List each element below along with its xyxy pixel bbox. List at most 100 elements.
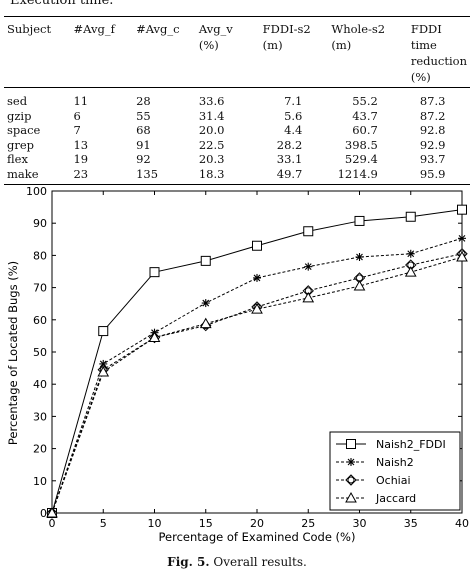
table-cell: 529.4 [344,152,378,166]
table-cell: 92.9 [419,137,446,152]
table-cell: 55.2 [352,94,378,108]
table-cell: 31.4 [198,108,225,123]
legend-triangle-marker [345,491,357,503]
table-cell: 22.5 [198,137,225,152]
table-cell: 7.1 [284,94,303,108]
legend-label: Jaccard [375,492,416,505]
table-row: flex 19 92 20.3 33.1 529.4 93.7 [4,152,470,167]
square-marker-naish2-fddi [98,326,109,337]
series-line-naish2 [51,237,463,514]
legend-square-marker [346,439,356,449]
star-marker-naish2 [458,234,466,243]
x-tick-label: 5 [100,517,107,530]
square-marker-naish2-fddi [303,226,314,237]
x-tick-label: 20 [250,517,264,530]
header-whole-s2: Whole-s2 (m) [328,16,408,88]
table-row: make 23 135 18.3 49.7 1214.9 95.9 [4,166,470,185]
y-tick-label: 60 [33,314,47,327]
table-row: grep 13 91 22.5 28.2 398.5 92.9 [4,138,470,153]
table-cell: 93.7 [419,152,446,166]
table-cell: grep [7,137,35,152]
x-tick-label: 40 [455,517,469,530]
y-axis-label: Percentage of Located Bugs (%) [6,261,20,445]
y-tick-label: 30 [33,410,47,423]
header-avg-f: #Avg_f [70,16,134,88]
table-cell: 5.6 [284,108,303,123]
star-marker-naish2 [355,253,364,262]
triangle-marker-jaccard [97,365,110,377]
table-cell: 6 [73,108,81,123]
y-tick-label: 20 [33,443,47,456]
x-tick-label: 25 [301,517,315,530]
y-tick-label: 70 [33,282,47,295]
legend-diamond-marker [345,474,357,486]
table-cell: 87.3 [419,94,446,108]
table-cell: 135 [133,166,196,185]
triangle-marker-jaccard [456,250,468,262]
legend-label: Ochiai [376,474,411,487]
table-cell: 28 [136,94,151,108]
y-tick-label: 0 [40,507,47,520]
table-row: gzip 6 55 31.4 5.6 43.7 87.2 [4,109,470,124]
header-fddi-s2: FDDI-s2 (m) [259,16,329,88]
star-marker-naish2 [406,249,415,258]
table-cell: 7 [73,123,81,137]
header-avg-v: Avg_v (%) [195,16,260,88]
table-cell: 68 [136,123,151,137]
table-cell: 33.6 [198,94,225,108]
table-cell: 19 [73,152,89,166]
triangle-marker-jaccard [46,506,58,518]
triangle-marker-jaccard [148,331,161,343]
table-cell: 20.0 [198,123,225,137]
triangle-marker-jaccard [353,279,366,291]
y-tick-label: 90 [33,217,47,230]
table-caption-fragment: Execution time. [10,0,114,8]
triangle-marker-jaccard [199,317,212,329]
star-marker-naish2 [304,262,313,271]
legend-label: Naish2 [376,456,414,469]
triangle-marker-jaccard [404,266,417,277]
table-cell: 49.7 [259,166,329,185]
table-cell: 13 [73,137,89,152]
table-cell: 91 [136,137,151,152]
table-cell: 60.7 [352,123,378,137]
figure-caption-label: Fig. 5. [167,555,210,569]
results-table: Subject #Avg_f #Avg_c Avg_v (%) FDDI-s2 (m… [4,16,470,185]
y-tick-label: 100 [26,185,47,198]
square-marker-naish2-fddi [457,204,467,215]
y-tick-label: 10 [33,475,47,488]
x-axis-label: Percentage of Examined Code (%) [159,530,356,544]
table-cell: 23 [70,166,134,185]
table-cell: gzip [7,108,32,123]
chart-legend: Naish2_FDDI Naish2 Ochiai Jaccard [329,431,461,511]
table-cell: space [7,123,41,137]
legend-star-marker [347,458,355,466]
y-tick-label: 80 [33,249,47,262]
table-cell: 1214.9 [328,166,408,185]
table-cell: 55 [136,108,151,123]
table-header-row: Subject #Avg_f #Avg_c Avg_v (%) FDDI-s2 (m… [4,16,470,88]
series-line-jaccard [51,256,463,514]
table-cell: 92 [136,152,151,166]
table-cell: sed [7,94,28,108]
figure-caption: Fig. 5. Overall results. [0,555,474,569]
table-cell: 4.4 [284,123,303,137]
x-tick-label: 0 [49,517,56,530]
table-cell: flex [7,152,28,166]
star-marker-naish2 [201,299,210,308]
x-tick-label: 10 [148,517,162,530]
table-cell: 11 [73,94,89,108]
header-avg-c: #Avg_c [133,16,196,88]
legend-label: Naish2_FDDI [376,438,446,451]
table-cell: 28.2 [276,137,303,152]
square-marker-naish2-fddi [354,215,365,226]
table-row: space 7 68 20.0 4.4 60.7 92.8 [4,123,470,138]
y-tick-label: 40 [33,378,47,391]
table-cell: 18.3 [195,166,260,185]
table-cell: make [4,166,71,185]
x-tick-label: 30 [353,517,367,530]
triangle-marker-jaccard [302,291,315,303]
x-tick-label: 15 [199,517,213,530]
triangle-marker-jaccard [251,303,263,314]
table-cell: 92.8 [419,123,446,137]
